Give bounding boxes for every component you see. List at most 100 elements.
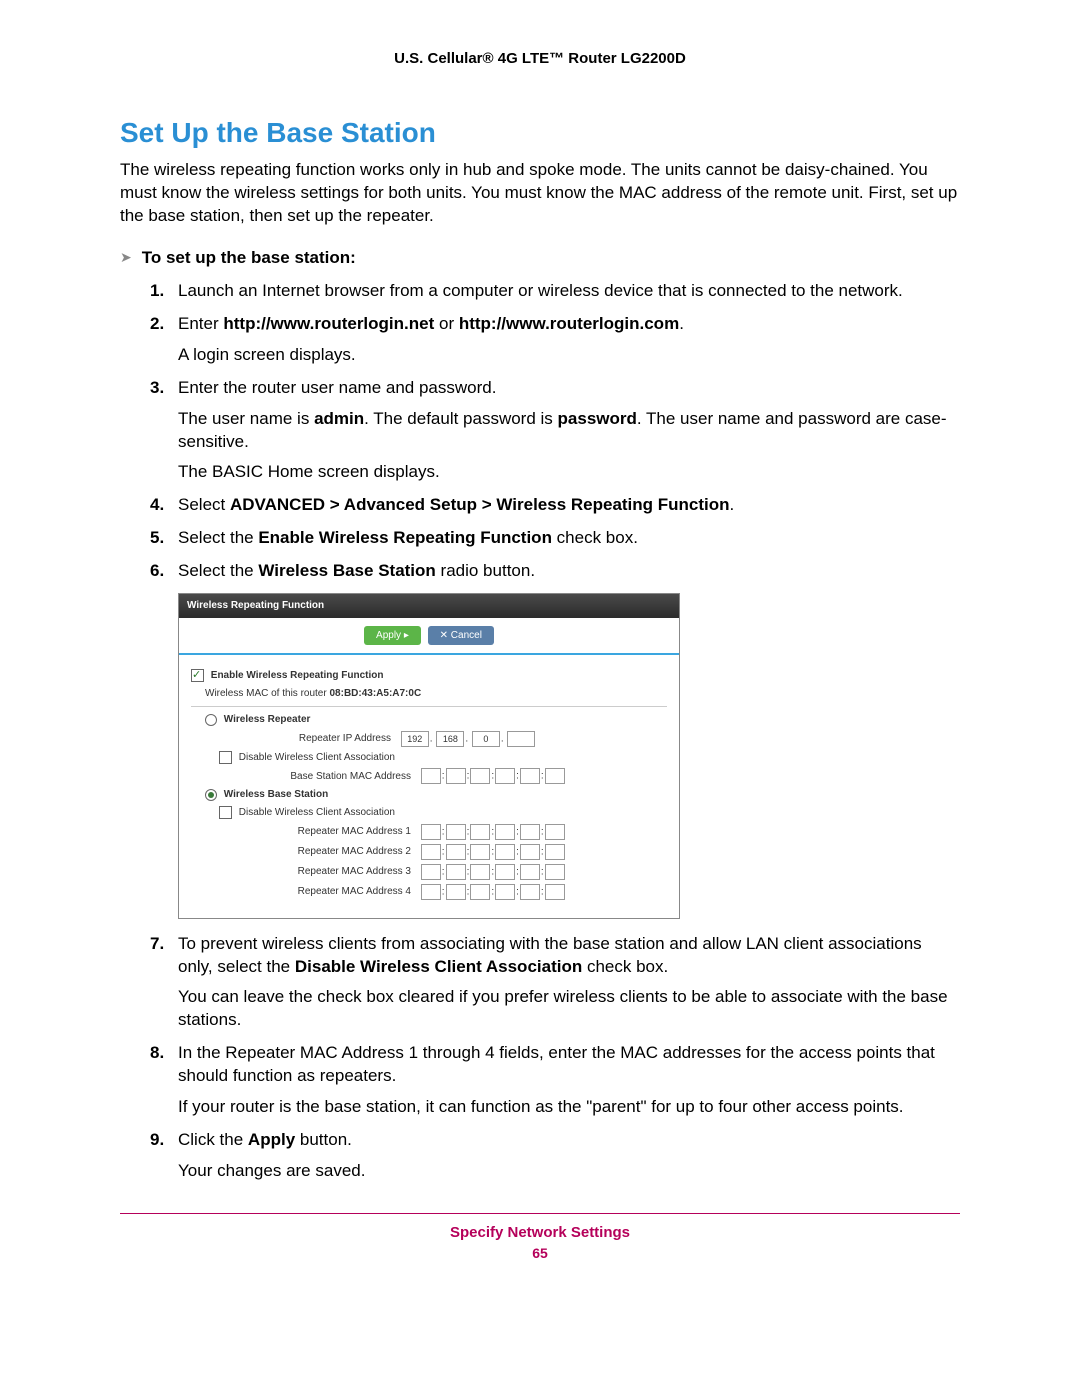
embedded-screenshot: Wireless Repeating Function Apply ▸ ✕ Ca… <box>178 593 960 918</box>
text: Select <box>178 495 230 514</box>
text-bold: http://www.routerlogin.net <box>223 314 434 333</box>
step-2: 2. Enter http://www.routerlogin.net or h… <box>150 313 960 367</box>
mac-field[interactable] <box>495 884 515 900</box>
chevron-icon: ➤ <box>120 249 132 266</box>
base-station-radio[interactable] <box>205 789 217 801</box>
router-mac-value: 08:BD:43:A5:A7:0C <box>329 688 421 699</box>
panel-titlebar: Wireless Repeating Function <box>179 594 679 618</box>
text: button. <box>295 1130 352 1149</box>
disable-assoc-checkbox-2[interactable] <box>219 806 232 819</box>
mac-field[interactable] <box>421 824 441 840</box>
mac-field[interactable] <box>446 864 466 880</box>
steps-list: 1. Launch an Internet browser from a com… <box>120 280 960 1183</box>
text: Enter <box>178 314 223 333</box>
divider <box>191 706 667 707</box>
panel-toolbar: Apply ▸ ✕ Cancel <box>179 618 679 656</box>
text: check box. <box>552 528 638 547</box>
step-number: 1. <box>150 280 164 303</box>
text: check box. <box>582 957 668 976</box>
mac-field[interactable] <box>421 884 441 900</box>
mac-field[interactable] <box>520 884 540 900</box>
footer-title: Specify Network Settings <box>120 1224 960 1241</box>
step-number: 9. <box>150 1129 164 1152</box>
cancel-button[interactable]: ✕ Cancel <box>428 626 494 646</box>
step-subtext: You can leave the check box cleared if y… <box>178 986 960 1032</box>
ip-octet-2[interactable]: 168 <box>436 731 464 747</box>
text-bold: Wireless Base Station <box>258 561 435 580</box>
rmac1-row: Repeater MAC Address 1 ::::: <box>191 824 667 840</box>
ip-octet-4[interactable] <box>507 731 535 747</box>
mac-field[interactable] <box>520 768 540 784</box>
disable-assoc-row-2: Disable Wireless Client Association <box>191 806 667 820</box>
step-subtext: The user name is admin. The default pass… <box>178 408 960 454</box>
step-text: Enter http://www.routerlogin.net or http… <box>178 314 684 333</box>
mac-field[interactable] <box>495 844 515 860</box>
step-text: Launch an Internet browser from a comput… <box>178 281 903 300</box>
ip-octet-3[interactable]: 0 <box>472 731 500 747</box>
section-title: Set Up the Base Station <box>120 117 960 149</box>
mac-field[interactable] <box>495 768 515 784</box>
base-station-radio-row: Wireless Base Station <box>191 788 667 802</box>
step-text: Click the Apply button. <box>178 1130 352 1149</box>
ip-octet-1[interactable]: 192 <box>401 731 429 747</box>
router-mac-label: Wireless MAC of this router <box>205 688 329 699</box>
text: Click the <box>178 1130 248 1149</box>
mac-field[interactable] <box>421 864 441 880</box>
mac-field[interactable] <box>545 864 565 880</box>
mac-field[interactable] <box>470 768 490 784</box>
repeater-label: Wireless Repeater <box>224 714 311 725</box>
mac-field[interactable] <box>470 824 490 840</box>
step-number: 8. <box>150 1042 164 1065</box>
rmac2-label: Repeater MAC Address 2 <box>191 845 417 859</box>
base-mac-row: Base Station MAC Address ::::: <box>191 768 667 784</box>
text-bold: http://www.routerlogin.com <box>459 314 679 333</box>
step-8: 8. In the Repeater MAC Address 1 through… <box>150 1042 960 1119</box>
text: . The default password is <box>364 409 557 428</box>
apply-button[interactable]: Apply ▸ <box>364 626 421 646</box>
step-subtext: If your router is the base station, it c… <box>178 1096 960 1119</box>
mac-field[interactable] <box>446 884 466 900</box>
wireless-repeating-panel: Wireless Repeating Function Apply ▸ ✕ Ca… <box>178 593 680 918</box>
mac-field[interactable] <box>520 824 540 840</box>
mac-field[interactable] <box>470 864 490 880</box>
mac-field[interactable] <box>545 884 565 900</box>
mac-field[interactable] <box>520 844 540 860</box>
repeater-radio[interactable] <box>205 714 217 726</box>
mac-field[interactable] <box>495 864 515 880</box>
mac-field[interactable] <box>421 844 441 860</box>
step-text: In the Repeater MAC Address 1 through 4 … <box>178 1043 935 1085</box>
mac-field[interactable] <box>545 844 565 860</box>
step-text: Select the Wireless Base Station radio b… <box>178 561 535 580</box>
mac-field[interactable] <box>520 864 540 880</box>
step-number: 6. <box>150 560 164 583</box>
text-bold: admin <box>314 409 364 428</box>
text: Select the <box>178 561 258 580</box>
step-subtext: A login screen displays. <box>178 344 960 367</box>
rmac3-label: Repeater MAC Address 3 <box>191 865 417 879</box>
step-6: 6. Select the Wireless Base Station radi… <box>150 560 960 918</box>
repeater-ip-label: Repeater IP Address <box>191 732 397 746</box>
mac-field[interactable] <box>470 884 490 900</box>
step-number: 2. <box>150 313 164 336</box>
step-text: To prevent wireless clients from associa… <box>178 934 922 976</box>
task-heading: To set up the base station: <box>142 248 356 268</box>
base-mac-label: Base Station MAC Address <box>191 770 417 784</box>
footer-page-number: 65 <box>120 1245 960 1261</box>
section-intro: The wireless repeating function works on… <box>120 159 960 228</box>
disable-assoc-checkbox[interactable] <box>219 751 232 764</box>
mac-field[interactable] <box>446 824 466 840</box>
mac-field[interactable] <box>470 844 490 860</box>
mac-field[interactable] <box>545 824 565 840</box>
disable-assoc-row-1: Disable Wireless Client Association <box>191 751 667 765</box>
text-bold: ADVANCED > Advanced Setup > Wireless Rep… <box>230 495 730 514</box>
mac-field[interactable] <box>421 768 441 784</box>
mac-field[interactable] <box>446 768 466 784</box>
mac-field[interactable] <box>545 768 565 784</box>
enable-checkbox[interactable] <box>191 669 204 682</box>
router-mac-row: Wireless MAC of this router 08:BD:43:A5:… <box>191 687 667 701</box>
mac-field[interactable] <box>495 824 515 840</box>
text-bold: Enable Wireless Repeating Function <box>258 528 552 547</box>
text: . <box>679 314 684 333</box>
step-text: Enter the router user name and password. <box>178 378 496 397</box>
mac-field[interactable] <box>446 844 466 860</box>
